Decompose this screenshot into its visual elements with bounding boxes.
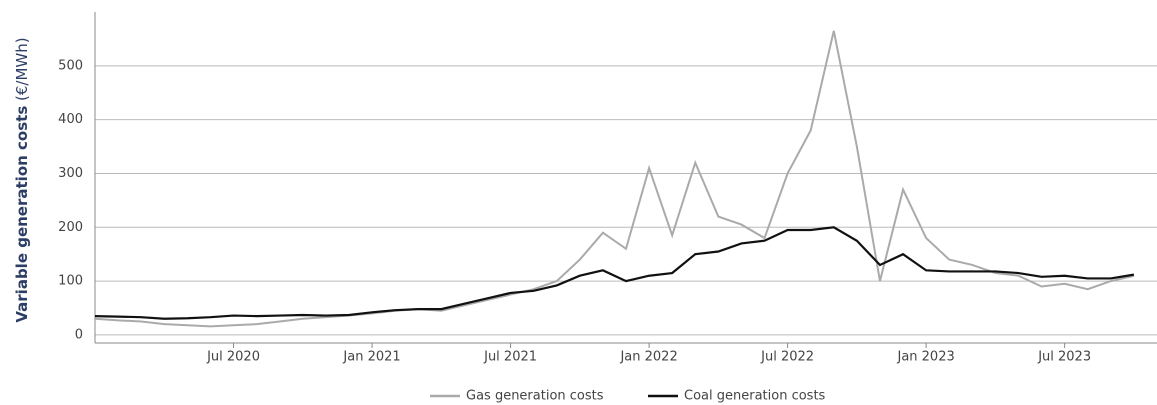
- y-axis-title: Variable generation costs (€/MWh): [13, 37, 31, 322]
- x-tick-label: Jan 2023: [896, 350, 954, 365]
- y-tick-label: 100: [58, 274, 83, 289]
- series-line: [94, 226, 1135, 320]
- x-tick-label: Jul 2022: [760, 350, 814, 365]
- y-tick-label: 200: [58, 220, 83, 235]
- series-line: [94, 30, 1135, 328]
- y-tick-label: 0: [75, 327, 83, 342]
- x-tick-label: Jan 2021: [342, 350, 400, 365]
- legend-label: Coal generation costs: [684, 389, 826, 404]
- y-tick-label: 400: [58, 112, 83, 127]
- x-tick-label: Jul 2021: [483, 350, 537, 365]
- y-tick-label: 300: [58, 166, 83, 181]
- y-tick-label: 500: [58, 58, 83, 73]
- x-tick-label: Jul 2020: [206, 350, 260, 365]
- y-axis-title-unit: (€/MWh): [13, 37, 31, 101]
- legend-label: Gas generation costs: [466, 389, 604, 404]
- y-axis-title-main: Variable generation costs: [13, 106, 31, 323]
- x-tick-label: Jul 2023: [1037, 350, 1091, 365]
- x-tick-label: Jan 2022: [619, 350, 677, 365]
